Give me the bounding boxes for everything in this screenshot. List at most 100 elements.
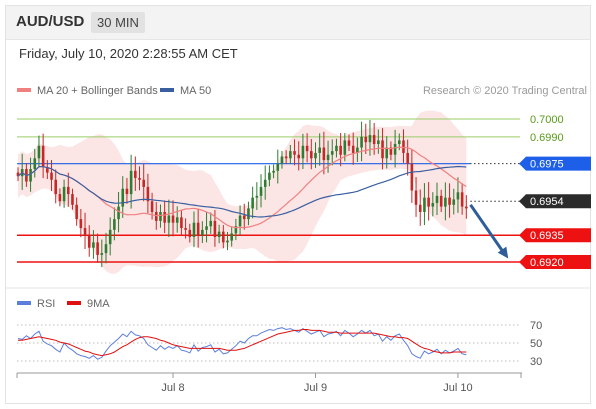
candle-body — [171, 215, 175, 223]
candle-body — [423, 197, 426, 212]
candle-body — [268, 172, 271, 180]
level-tag-0.6935 — [519, 228, 591, 243]
candle-body — [83, 228, 87, 236]
legend-swatch-rsi — [17, 301, 31, 305]
candle-body — [50, 172, 53, 180]
candle-body — [255, 195, 259, 198]
candle-body — [87, 235, 91, 248]
legend-swatch-ma20 — [17, 88, 31, 92]
candle-body — [154, 211, 158, 221]
candle-body — [360, 136, 363, 148]
candle-body — [293, 151, 296, 155]
candle-body — [234, 226, 238, 234]
candle-body — [58, 194, 62, 202]
candle-body — [196, 222, 200, 236]
candle-body — [431, 203, 435, 207]
candle-body — [184, 228, 187, 230]
level-label-0.6935: 0.6935 — [530, 230, 564, 242]
candle-body — [364, 136, 368, 143]
candle-body — [427, 197, 430, 207]
level-label-0.6954: 0.6954 — [530, 196, 564, 208]
forecast-arrow-shaft — [469, 203, 506, 255]
candle-body — [368, 135, 372, 143]
candle-body — [29, 169, 32, 182]
rsi-tick-30: 30 — [530, 356, 542, 368]
candle-body — [113, 219, 116, 230]
candle-body — [180, 217, 183, 229]
candle-body — [96, 242, 99, 255]
candle-body — [343, 140, 347, 155]
candle-body — [129, 170, 133, 195]
x-tick-label-Jul 10: Jul 10 — [443, 382, 472, 394]
candle-body — [62, 186, 66, 202]
candle-body — [393, 143, 397, 155]
candle-body — [146, 186, 150, 202]
candle-body — [100, 253, 104, 255]
candle-body — [117, 206, 120, 220]
candle-body — [134, 170, 137, 178]
forecast-arrow-head — [497, 246, 509, 259]
candle-body — [92, 242, 95, 248]
candle-body — [242, 215, 246, 220]
candle-body — [448, 197, 451, 205]
candle-body — [289, 151, 292, 159]
candle-body — [330, 151, 334, 155]
candle-body — [209, 220, 213, 227]
symbol-label: AUD/USD — [16, 13, 85, 30]
candle-body — [372, 135, 376, 144]
candle-body — [54, 179, 58, 195]
timeframe-badge[interactable]: 30 MIN — [91, 12, 145, 33]
level-label-0.6975: 0.6975 — [530, 159, 564, 171]
legend-label-rsi-ma: 9MA — [87, 298, 110, 310]
candle-body — [230, 233, 233, 241]
candle-body — [381, 140, 384, 159]
x-tick-label-Jul 8: Jul 8 — [161, 382, 184, 394]
candle-body — [121, 188, 125, 207]
candle-body — [385, 147, 389, 159]
candle-body — [247, 208, 250, 220]
candle-body — [138, 177, 141, 180]
candle-body — [326, 154, 330, 161]
candle-body — [79, 219, 83, 229]
legend-swatch-rsi-ma — [67, 301, 81, 305]
candle-body — [205, 226, 208, 230]
legend-swatch-ma50 — [160, 88, 174, 92]
candle-body — [75, 204, 78, 220]
candle-body — [322, 147, 326, 161]
legend-label-ma20: MA 20 + Bollinger Bands — [37, 85, 158, 97]
candle-body — [301, 145, 305, 159]
candle-body — [46, 167, 49, 173]
level-tag-0.6954 — [519, 194, 591, 209]
level-tag-0.6975 — [519, 156, 591, 171]
candle-body — [389, 147, 393, 155]
candle-body — [37, 145, 41, 159]
candle-body — [175, 217, 179, 223]
candle-body — [356, 147, 359, 153]
candle-body — [297, 154, 301, 159]
candle-body — [335, 145, 338, 152]
candle-body — [41, 145, 45, 168]
candle-body — [314, 152, 317, 159]
level-tag-0.6920 — [519, 255, 591, 270]
candle-body — [167, 215, 171, 223]
candle-body — [272, 170, 275, 173]
candle-body — [456, 192, 460, 200]
legend-label-ma50: MA 50 — [180, 85, 211, 97]
candle-body — [284, 156, 288, 159]
candle-body — [226, 240, 229, 243]
candle-body — [163, 211, 166, 223]
candle-body — [71, 194, 74, 205]
candle-body — [213, 220, 217, 238]
candle-body — [460, 192, 464, 207]
candle-body — [452, 199, 456, 205]
candle-body — [108, 229, 112, 245]
copyright-label: Research © 2020 Trading Central — [423, 85, 587, 97]
candle-body — [377, 140, 380, 144]
rsi-line — [17, 327, 467, 360]
candle-body — [444, 197, 447, 207]
datetime-label: Friday, July 10, 2020 2:28:55 AM CET — [19, 46, 238, 61]
level-label-0.6920: 0.6920 — [530, 257, 564, 269]
x-tick-label-Jul 9: Jul 9 — [304, 382, 327, 394]
candle-body — [347, 140, 351, 146]
header-bar: AUD/USD 30 MIN — [6, 6, 590, 40]
